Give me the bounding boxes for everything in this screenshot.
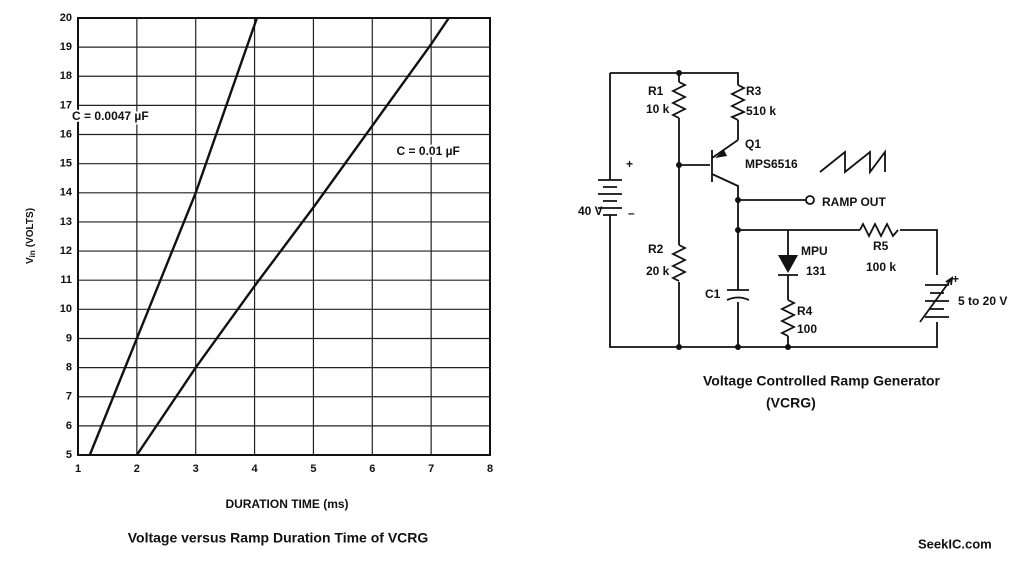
- circuit-label: MPS6516: [745, 157, 798, 171]
- diagram-title-line2: (VCRG): [766, 395, 816, 411]
- y-label-main: V: [25, 257, 36, 264]
- circuit-label: +: [626, 157, 633, 171]
- variable-source: [919, 276, 954, 323]
- x-tick-label: 1: [75, 463, 81, 475]
- y-tick-label: 19: [60, 41, 72, 53]
- circuit-label: +: [952, 272, 959, 286]
- y-tick-label: 20: [60, 12, 72, 24]
- battery: [598, 179, 622, 216]
- y-tick-label: 15: [60, 158, 72, 170]
- circuit-label: RAMP OUT: [822, 195, 886, 209]
- y-label-unit: (VOLTS): [25, 208, 36, 247]
- y-tick-label: 10: [60, 303, 72, 315]
- x-axis-label: DURATION TIME (ms): [225, 497, 348, 511]
- y-tick-label: 17: [60, 99, 72, 111]
- terminal: [805, 195, 815, 205]
- x-tick-label: 5: [310, 463, 316, 475]
- plot-frame: [77, 17, 491, 456]
- data-line: [135, 17, 450, 456]
- y-tick-label: 9: [66, 332, 72, 344]
- y-axis-label: Vin (VOLTS): [25, 208, 37, 264]
- arrow: [715, 150, 727, 158]
- circuit-label: 100 k: [866, 260, 896, 274]
- circuit-label: 510 k: [746, 104, 776, 118]
- circuit-label: –: [628, 206, 635, 220]
- x-tick-label: 6: [369, 463, 375, 475]
- transistor: [711, 139, 739, 187]
- junctions: [676, 70, 791, 350]
- circuit-label: 5 to 20 V: [958, 294, 1007, 308]
- circuit-label: 131: [806, 264, 826, 278]
- circuit-label: 100: [797, 322, 817, 336]
- circuit-label: R4: [797, 304, 813, 318]
- line-annotation: C = 0.01 µF: [397, 144, 460, 158]
- x-tick-label: 4: [252, 463, 259, 475]
- y-tick-label: 11: [60, 274, 72, 286]
- wire: [609, 72, 938, 348]
- y-tick-label: 14: [60, 187, 73, 199]
- circuit-label: R3: [746, 84, 762, 98]
- x-tick-label: 2: [134, 463, 140, 475]
- data-line: [88, 17, 259, 456]
- x-tick-label: 8: [487, 463, 493, 475]
- circuit-label: R1: [648, 84, 664, 98]
- circuit-label: C1: [705, 287, 721, 301]
- diode: [778, 255, 798, 273]
- y-tick-label: 12: [60, 245, 72, 257]
- circuit-label: R2: [648, 242, 664, 256]
- resistor: [670, 81, 899, 337]
- capacitor: [726, 289, 750, 301]
- circuit-label: 40 V: [578, 204, 603, 218]
- line-annotation: C = 0.0047 µF: [72, 109, 149, 123]
- y-tick-label: 5: [66, 449, 72, 461]
- diagram-title: Voltage Controlled Ramp Generator: [703, 373, 941, 389]
- y-tick-label: 8: [66, 362, 72, 374]
- watermark: SeekIC.com: [918, 536, 992, 551]
- circuit-labels: R1 10 k R3 510 k Q1 MPS6516 +40 V – RAMP OUT MPU 1…: [578, 84, 1007, 336]
- circuit-label: MPU: [801, 244, 828, 258]
- y-label-sub: in: [28, 250, 37, 257]
- circuit-label: 10 k: [646, 102, 670, 116]
- sawtooth: [819, 149, 886, 175]
- y-tick-label: 16: [60, 128, 72, 140]
- chart-caption: Voltage versus Ramp Duration Time of VCR…: [128, 530, 429, 546]
- y-tick-label: 18: [60, 70, 72, 82]
- y-tick-label: 6: [66, 420, 72, 432]
- circuit-label: R5: [873, 239, 889, 253]
- circuit-label: Q1: [745, 137, 761, 151]
- y-tick-label: 7: [66, 391, 72, 403]
- circuit: [598, 70, 954, 350]
- x-tick-label: 7: [428, 463, 434, 475]
- circuit-label: 20 k: [646, 264, 670, 278]
- y-tick-label: 13: [60, 216, 72, 228]
- x-tick-label: 3: [193, 463, 199, 475]
